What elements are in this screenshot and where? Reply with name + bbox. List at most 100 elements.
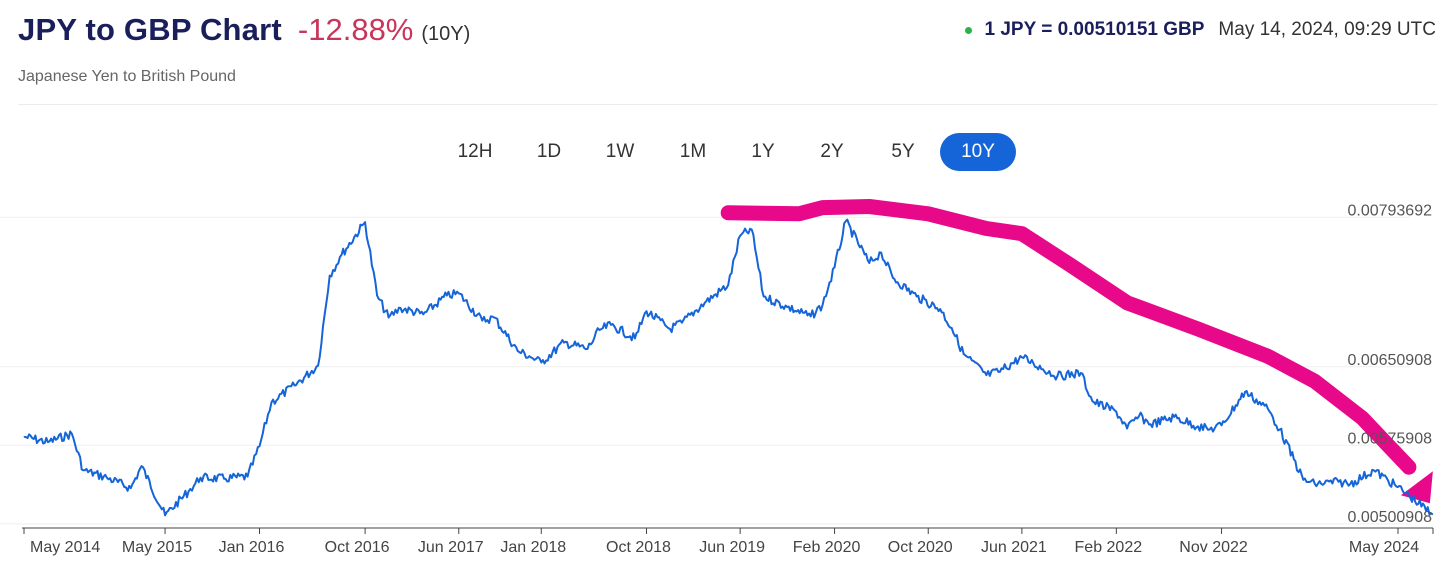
data-point: [1056, 375, 1059, 377]
data-point: [669, 328, 671, 330]
y-tick-label: 0.00500908: [1347, 509, 1432, 526]
data-point: [199, 476, 202, 479]
data-point: [1173, 416, 1175, 418]
data-point: [739, 235, 741, 237]
data-point: [422, 313, 425, 316]
data-point: [493, 316, 496, 319]
tab-1y[interactable]: 1Y: [751, 141, 775, 162]
data-point: [703, 302, 706, 304]
data-point: [1115, 410, 1118, 413]
data-point: [681, 321, 683, 324]
title-row: JPY to GBP Chart -12.88% (10Y): [18, 12, 470, 48]
data-point: [880, 251, 882, 254]
data-point: [821, 304, 824, 306]
x-tick-label: May 2015: [122, 539, 192, 556]
data-point: [446, 294, 448, 297]
tab-1d[interactable]: 1D: [536, 141, 562, 162]
data-point: [82, 469, 85, 472]
data-point: [1021, 356, 1023, 359]
data-point: [47, 441, 49, 443]
data-point: [1220, 424, 1223, 427]
x-tick-label: Oct 2018: [606, 539, 671, 556]
data-point: [1138, 415, 1140, 417]
data-point: [293, 384, 296, 387]
data-point: [340, 253, 343, 256]
data-point: [270, 401, 273, 404]
chart-header: JPY to GBP Chart -12.88% (10Y) Japanese …: [0, 0, 1456, 104]
data-point: [364, 221, 366, 223]
data-point: [328, 274, 331, 277]
data-point: [258, 445, 261, 448]
data-point: [246, 475, 249, 478]
rate-timestamp: May 14, 2024, 09:29 UTC: [1218, 19, 1436, 40]
x-tick-label: Jan 2018: [500, 539, 566, 556]
y-axis: 0.00793692 0.00650908 0.00575908 0.00500908: [1347, 202, 1432, 526]
data-point: [868, 262, 871, 264]
data-point: [985, 374, 988, 376]
data-point: [915, 295, 918, 298]
data-point: [1349, 483, 1352, 485]
data-point: [317, 364, 319, 367]
data-point: [786, 306, 788, 308]
data-point: [140, 465, 143, 467]
pair-subtitle: Japanese Yen to British Pound: [18, 68, 236, 85]
data-point: [845, 220, 847, 222]
page-title: JPY to GBP Chart: [18, 12, 282, 47]
x-tick-label: May 2024: [1349, 539, 1419, 556]
data-point: [1396, 486, 1399, 488]
data-point: [892, 276, 894, 279]
change-period: (10Y): [421, 23, 471, 45]
data-point: [1267, 407, 1269, 410]
annotation-arrow-head: [1400, 471, 1433, 504]
data-point: [399, 307, 402, 309]
data-point: [1149, 423, 1152, 426]
data-point: [481, 319, 484, 322]
data-point: [540, 361, 543, 364]
data-point: [1314, 483, 1316, 485]
data-point: [1408, 494, 1410, 497]
data-point: [939, 308, 941, 310]
tab-5y[interactable]: 5Y: [891, 141, 915, 162]
x-tick-label: Feb 2020: [793, 539, 861, 556]
data-point: [1244, 391, 1246, 393]
current-rate: 1 JPY = 0.00510151 GBP: [984, 19, 1205, 40]
data-point: [528, 355, 531, 357]
tab-10y[interactable]: 10Y: [940, 133, 1016, 171]
header-divider: [18, 104, 1438, 105]
x-axis: May 2014 May 2015 Jan 2016 Oct 2016 Jun 2017…: [22, 527, 1434, 556]
data-point: [376, 294, 378, 297]
data-point: [1126, 427, 1128, 430]
x-tick-label: May 2014: [30, 539, 100, 556]
tab-12h[interactable]: 12H: [457, 141, 493, 162]
data-point: [1080, 372, 1082, 374]
range-tabs: 12H 1D 1W 1M 1Y 2Y 5Y 10Y: [440, 133, 1030, 173]
y-tick-label: 0.00793692: [1347, 202, 1432, 219]
data-point: [645, 310, 648, 312]
tab-1w[interactable]: 1W: [605, 141, 635, 162]
tab-2y[interactable]: 2Y: [820, 141, 844, 162]
data-point: [634, 337, 636, 340]
data-point: [950, 327, 953, 329]
data-point: [833, 266, 836, 268]
data-point: [563, 341, 565, 344]
data-point: [762, 295, 765, 298]
data-point: [1373, 469, 1375, 472]
live-indicator-icon: [964, 26, 972, 34]
data-point: [71, 432, 73, 435]
data-point: [598, 329, 601, 331]
tab-1m[interactable]: 1M: [679, 141, 707, 162]
data-point: [997, 371, 1000, 373]
data-point: [106, 476, 108, 479]
x-tick-label: Jun 2019: [699, 539, 765, 556]
x-tick-label: Oct 2020: [888, 539, 953, 556]
x-tick-label: Nov 2022: [1179, 539, 1248, 556]
trend-annotation: [720, 199, 1433, 504]
data-point: [387, 316, 390, 319]
data-point: [1032, 362, 1035, 365]
data-point: [727, 284, 729, 286]
data-point: [223, 477, 225, 480]
y-tick-label: 0.00575908: [1347, 430, 1432, 447]
x-tick-label: Jan 2016: [219, 539, 285, 556]
data-point: [458, 292, 460, 295]
data-point: [1337, 481, 1340, 483]
